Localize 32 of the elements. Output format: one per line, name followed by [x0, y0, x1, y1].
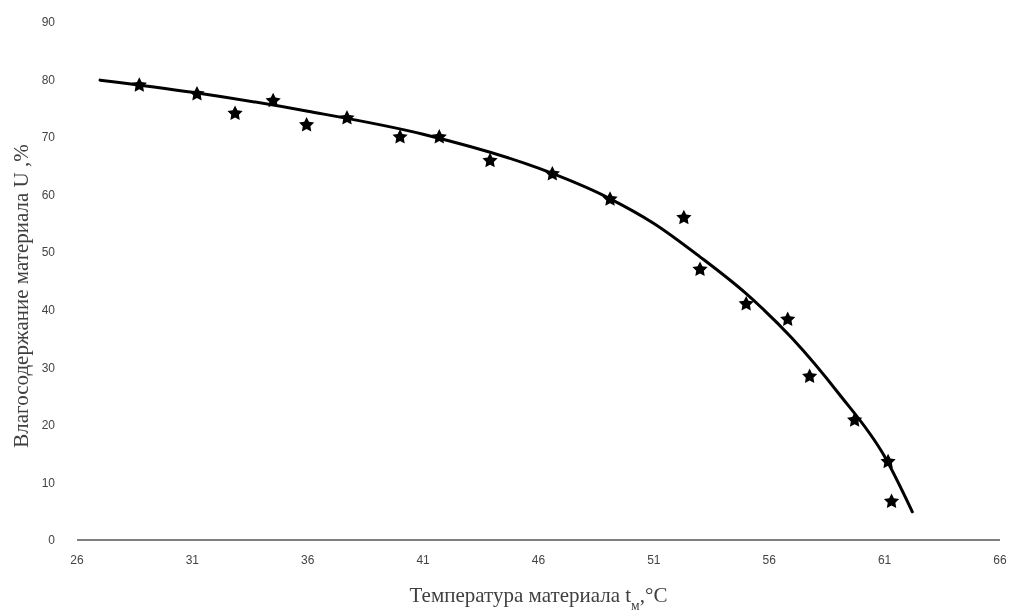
y-tick-label: 90 [41, 15, 56, 30]
point [392, 129, 408, 144]
point [780, 311, 796, 327]
point [692, 261, 708, 276]
y-tick-label: 10 [41, 475, 56, 490]
y-tick-label: 30 [41, 360, 56, 375]
x-tick-label: 26 [70, 553, 84, 567]
y-tick-label: 20 [41, 418, 56, 433]
y-tick-label: 80 [41, 72, 56, 87]
point [482, 152, 498, 168]
y-tick-label: 50 [41, 245, 56, 260]
line-series [98, 78, 914, 514]
point [738, 296, 754, 311]
x-axis-title: Температура материала t$_{м}$,°C [409, 583, 668, 612]
point [802, 368, 818, 384]
x-tick-label: 41 [416, 553, 431, 567]
x-tick-label: 36 [301, 553, 315, 567]
point [883, 493, 900, 508]
y-tick-label: 70 [41, 130, 56, 145]
y-axis-title: Влагосодержание материала U ,% [9, 144, 33, 448]
x-tick-label: 46 [531, 553, 546, 567]
y-tick-label: 0 [48, 533, 56, 548]
x-tick-label: 61 [877, 553, 892, 567]
y-tick-label: 60 [41, 187, 56, 202]
y-tick-label: 40 [41, 302, 56, 317]
x-tick-label: 31 [185, 553, 200, 567]
x-tick-label: 66 [993, 553, 1007, 567]
point [676, 209, 692, 225]
point [298, 117, 315, 132]
x-tick-label: 56 [762, 553, 777, 567]
point [227, 105, 243, 120]
x-tick-label: 51 [647, 553, 661, 567]
